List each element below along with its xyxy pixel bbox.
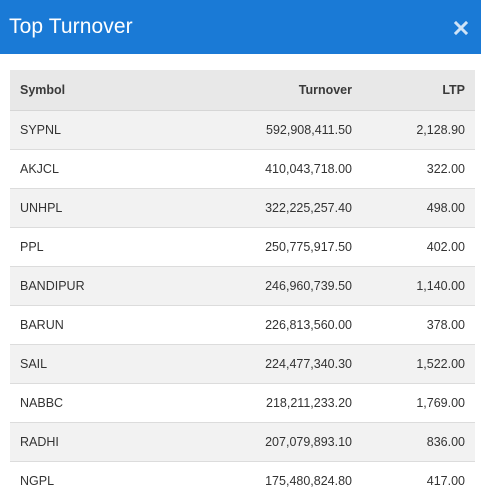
table-row: BANDIPUR 246,960,739.50 1,140.00 (10, 266, 475, 305)
table-row: NABBC 218,211,233.20 1,769.00 (10, 383, 475, 422)
turnover-cell: 410,043,718.00 (265, 161, 352, 176)
table-row: UNHPL 322,225,257.40 498.00 (10, 188, 475, 227)
table-header: Symbol Turnover LTP (10, 70, 475, 111)
modal-title: Top Turnover (9, 15, 133, 38)
table-row: RADHI 207,079,893.10 836.00 (10, 422, 475, 461)
symbol-cell[interactable]: NGPL (20, 473, 55, 488)
ltp-cell: 1,140.00 (416, 278, 465, 293)
turnover-table: Symbol Turnover LTP SYPNL 592,908,411.50… (10, 70, 475, 495)
column-header-symbol[interactable]: Symbol (10, 70, 200, 111)
symbol-cell[interactable]: BANDIPUR (20, 278, 85, 293)
ltp-cell: 402.00 (426, 239, 465, 254)
ltp-cell: 2,128.90 (416, 122, 465, 137)
symbol-cell[interactable]: BARUN (20, 317, 64, 332)
symbol-cell[interactable]: PPL (20, 239, 44, 254)
close-icon (454, 21, 468, 35)
turnover-cell: 224,477,340.30 (265, 356, 352, 371)
symbol-cell[interactable]: NABBC (20, 395, 64, 410)
table-header-row: Symbol Turnover LTP (10, 70, 475, 111)
symbol-cell[interactable]: SYPNL (20, 122, 61, 137)
turnover-cell: 592,908,411.50 (266, 122, 352, 137)
turnover-cell: 322,225,257.40 (265, 200, 352, 215)
turnover-cell: 226,813,560.00 (265, 317, 352, 332)
turnover-table-container: Symbol Turnover LTP SYPNL 592,908,411.50… (10, 70, 475, 495)
turnover-cell: 218,211,233.20 (266, 395, 352, 410)
ltp-cell: 417.00 (426, 473, 465, 488)
symbol-cell[interactable]: UNHPL (20, 200, 63, 215)
ltp-cell: 1,769.00 (416, 395, 465, 410)
ltp-cell: 836.00 (426, 434, 465, 449)
turnover-cell: 175,480,824.80 (265, 473, 352, 488)
turnover-cell: 250,775,917.50 (265, 239, 352, 254)
turnover-cell: 246,960,739.50 (265, 278, 352, 293)
turnover-cell: 207,079,893.10 (265, 434, 352, 449)
ltp-cell: 378.00 (426, 317, 465, 332)
column-header-turnover[interactable]: Turnover (200, 70, 352, 111)
symbol-cell[interactable]: AKJCL (20, 161, 59, 176)
close-button[interactable] (451, 18, 471, 38)
ltp-cell: 498.00 (426, 200, 465, 215)
column-header-ltp[interactable]: LTP (352, 70, 475, 111)
table-row: SYPNL 592,908,411.50 2,128.90 (10, 110, 475, 149)
table-row: BARUN 226,813,560.00 378.00 (10, 305, 475, 344)
table-row: AKJCL 410,043,718.00 322.00 (10, 149, 475, 188)
table-row: NGPL 175,480,824.80 417.00 (10, 461, 475, 495)
symbol-cell[interactable]: RADHI (20, 434, 59, 449)
table-row: SAIL 224,477,340.30 1,522.00 (10, 344, 475, 383)
symbol-cell[interactable]: SAIL (20, 356, 48, 371)
table-body: SYPNL 592,908,411.50 2,128.90 AKJCL 410,… (10, 110, 475, 495)
table-row: PPL 250,775,917.50 402.00 (10, 227, 475, 266)
ltp-cell: 1,522.00 (416, 356, 465, 371)
ltp-cell: 322.00 (426, 161, 465, 176)
modal-header: Top Turnover (0, 0, 481, 54)
